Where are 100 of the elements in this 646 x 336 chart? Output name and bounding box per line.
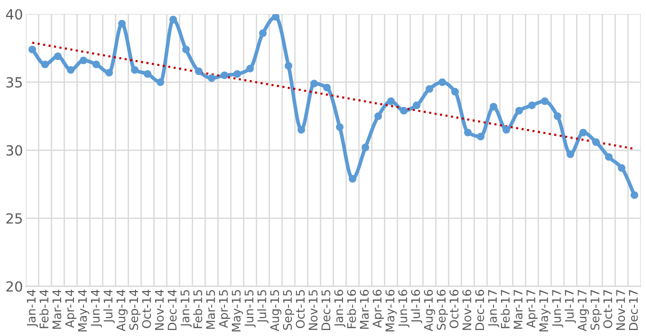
point: [451, 88, 459, 96]
x-tick-label: Apr-17: [526, 290, 538, 328]
x-tick-label: Jan-14: [26, 290, 38, 328]
x-tick-label: Feb-17: [500, 290, 510, 328]
x-tick-label: Oct-14: [142, 290, 151, 328]
x-tick-label: Feb-14: [39, 290, 48, 328]
x-tick-label: Aug-14: [116, 290, 128, 332]
point: [618, 164, 626, 172]
point: [374, 112, 382, 120]
x-tick-label: Jul-15: [257, 290, 268, 324]
x-tick-label: Jan-17: [488, 290, 500, 328]
point: [540, 97, 549, 106]
point: [348, 174, 356, 183]
x-tick-label: Sep-15: [282, 290, 294, 330]
x-tick-label: Apr-16: [372, 290, 384, 328]
x-tick-label: Dec-16: [475, 290, 484, 330]
x-tick-label: Oct-15: [296, 290, 305, 328]
point: [144, 70, 152, 78]
point: [490, 102, 498, 110]
point: [182, 46, 190, 54]
x-tick-label: Jun-14: [90, 290, 102, 328]
point: [476, 132, 484, 140]
x-tick-label: Nov-17: [616, 290, 626, 330]
x-tick-label: Jan-15: [180, 290, 192, 328]
point: [41, 60, 49, 68]
point: [246, 64, 254, 72]
point: [233, 70, 242, 78]
point: [630, 191, 638, 199]
point: [272, 14, 280, 21]
point: [387, 97, 395, 106]
x-tick-label: Feb-15: [193, 290, 202, 328]
x-tick-label: Jun-16: [398, 290, 410, 328]
point: [118, 20, 126, 28]
y-tick-label: 20: [6, 281, 22, 292]
point: [554, 112, 562, 120]
y-tick-label: 30: [6, 145, 22, 156]
x-tick-label: Nov-15: [308, 290, 318, 330]
point: [195, 67, 203, 76]
point: [323, 84, 331, 92]
point: [310, 80, 318, 88]
x-tick-label: Sep-14: [129, 290, 140, 330]
x-tick-label: Jun-17: [552, 290, 564, 328]
x-tick-label: Jul-14: [103, 290, 115, 324]
x-tick-label: Oct-17: [603, 290, 612, 328]
point: [464, 128, 472, 136]
x-tick-label: Aug-16: [424, 290, 436, 332]
x-tick-label: Jan-16: [334, 290, 346, 328]
point: [28, 46, 36, 54]
point: [105, 68, 113, 76]
point: [579, 128, 587, 136]
x-tick-label: Dec-17: [629, 290, 638, 330]
point: [336, 123, 344, 131]
y-tick-label: 40: [6, 9, 22, 20]
x-tick-label: Feb-16: [346, 290, 356, 328]
x-tick-label: Mar-17: [514, 290, 523, 329]
x-tick-label: Mar-15: [206, 290, 216, 329]
point: [220, 72, 228, 80]
x-tick-label: Nov-16: [462, 290, 472, 330]
x-tick-label: May-16: [385, 290, 397, 332]
point: [362, 144, 370, 152]
point: [54, 52, 62, 60]
point: [259, 29, 267, 37]
x-tick-label: Dec-14: [168, 290, 177, 330]
x-tick-label: Mar-14: [52, 290, 62, 329]
point: [130, 66, 139, 74]
x-tick-label: Aug-17: [578, 290, 589, 332]
point: [592, 138, 600, 146]
point: [502, 126, 510, 134]
x-tick-label: Mar-16: [360, 290, 369, 329]
point: [566, 150, 574, 158]
x-tick-label: Jul-16: [410, 290, 422, 324]
point: [426, 85, 434, 93]
point: [528, 101, 536, 110]
point: [438, 78, 446, 86]
x-tick-label: Aug-15: [270, 290, 282, 332]
x-tick-label: Jul-17: [564, 290, 576, 324]
point: [80, 56, 88, 64]
y-tick-label: 25: [6, 213, 22, 224]
point: [515, 106, 523, 115]
x-tick-label: Jun-15: [244, 290, 256, 328]
x-tick-label: Dec-15: [322, 290, 330, 330]
x-tick-label: Sep-16: [436, 290, 448, 330]
point: [284, 62, 292, 70]
point: [208, 74, 216, 82]
x-tick-label: Apr-15: [219, 290, 230, 328]
point: [400, 106, 408, 115]
x-tick-label: May-15: [232, 290, 243, 332]
point: [156, 78, 164, 86]
x-tick-label: Apr-14: [65, 290, 76, 328]
point: [92, 60, 100, 68]
point: [298, 126, 306, 134]
x-tick-label: Sep-17: [590, 290, 602, 330]
point: [605, 153, 613, 161]
point: [412, 101, 420, 110]
point: [169, 16, 177, 24]
y-tick-label: 35: [6, 77, 22, 88]
x-tick-label: Oct-16: [450, 290, 458, 328]
point: [66, 66, 74, 74]
x-tick-label: May-17: [539, 290, 550, 332]
x-tick-label: Nov-14: [155, 290, 164, 330]
